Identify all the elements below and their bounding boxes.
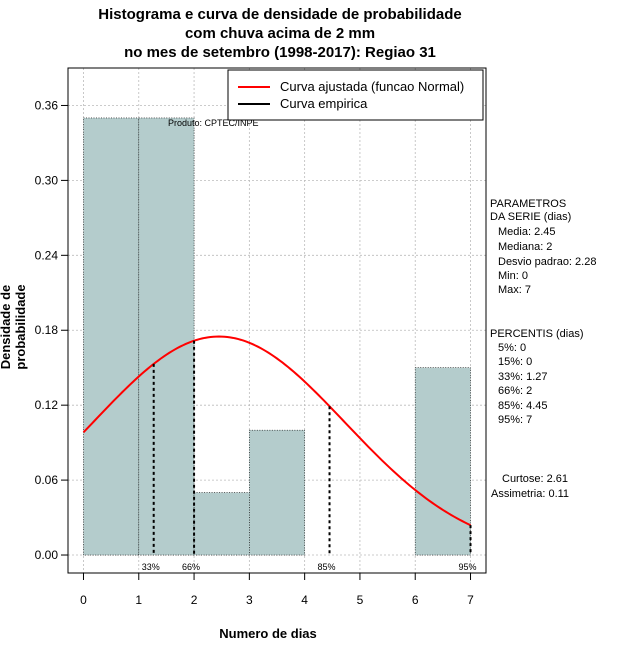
percentile-label-1: 66% [182,562,200,572]
assimetria-value: Assimetria: 0.11 [491,488,570,500]
y-tick-label-4: 0.24 [35,248,59,262]
x-axis-label: Numero de dias [219,626,317,641]
normal-curve-line [82,335,471,527]
parametro-min: Min: 0 [498,270,528,282]
parametro-max: Max: 7 [498,284,532,296]
y-tick-label-3: 0.18 [35,323,59,337]
parametro-mediana: Mediana: 2 [498,241,553,253]
histogram-bar-2 [193,492,250,556]
x-tick-label-2: 2 [191,593,198,607]
y-tick-label-5: 0.30 [35,173,59,187]
parametro-desvio: Desvio padrao: 2.28 [498,256,597,268]
y-tick-label-0: 0.00 [35,548,59,562]
percentil-33: 33%: 1.27 [498,371,548,383]
y-axis-label: Densidade de probabilidade [0,284,28,370]
percentile-label-3: 95% [459,562,477,572]
product-label: Produto: CPTEC/INPE [168,118,259,128]
x-tick-label-0: 0 [80,593,87,607]
percentis-heading: PERCENTIS (dias) [490,328,584,340]
chart-title-line-3: no mes de setembro (1998-2017): Regiao 3… [124,44,436,61]
parametro-media: Media: 2.45 [498,226,556,238]
percentil-5: 5%: 0 [498,342,527,354]
x-tick-label-6: 6 [412,593,419,607]
histogram-bar-3 [249,429,305,556]
x-tick-label-5: 5 [357,593,364,607]
legend-label-1: Curva empirica [280,96,368,111]
percentil-66: 66%: 2 [498,385,533,397]
percentile-label-0: 33% [142,562,160,572]
parametros-heading-1: PARAMETROS [490,198,567,210]
x-tick-label-7: 7 [467,593,474,607]
histogram-bar-1 [138,117,195,556]
x-tick-label-3: 3 [246,593,253,607]
x-tick-label-4: 4 [301,593,308,607]
y-tick-label-6: 0.36 [35,98,59,112]
histogram-bar-6 [414,367,471,556]
percentile-label-2: 85% [318,562,336,572]
percentil-85: 85%: 4.45 [498,400,548,412]
percentil-15: 15%: 0 [498,356,533,368]
chart-title-line-1: Histograma e curva de densidade de proba… [98,6,462,23]
legend-box [227,69,484,121]
parametros-heading-2: DA SERIE (dias) [490,211,572,223]
percentil-95: 95%: 7 [498,414,533,426]
chart-title-line-2: com chuva acima de 2 mm [184,25,376,42]
x-tick-label-1: 1 [135,593,142,607]
legend-label-0: Curva ajustada (funcao Normal) [280,79,464,94]
curtose-value: Curtose: 2.61 [502,473,569,485]
y-tick-label-2: 0.12 [35,398,59,412]
y-tick-label-1: 0.06 [35,473,59,487]
histogram-bar-0 [83,117,140,556]
